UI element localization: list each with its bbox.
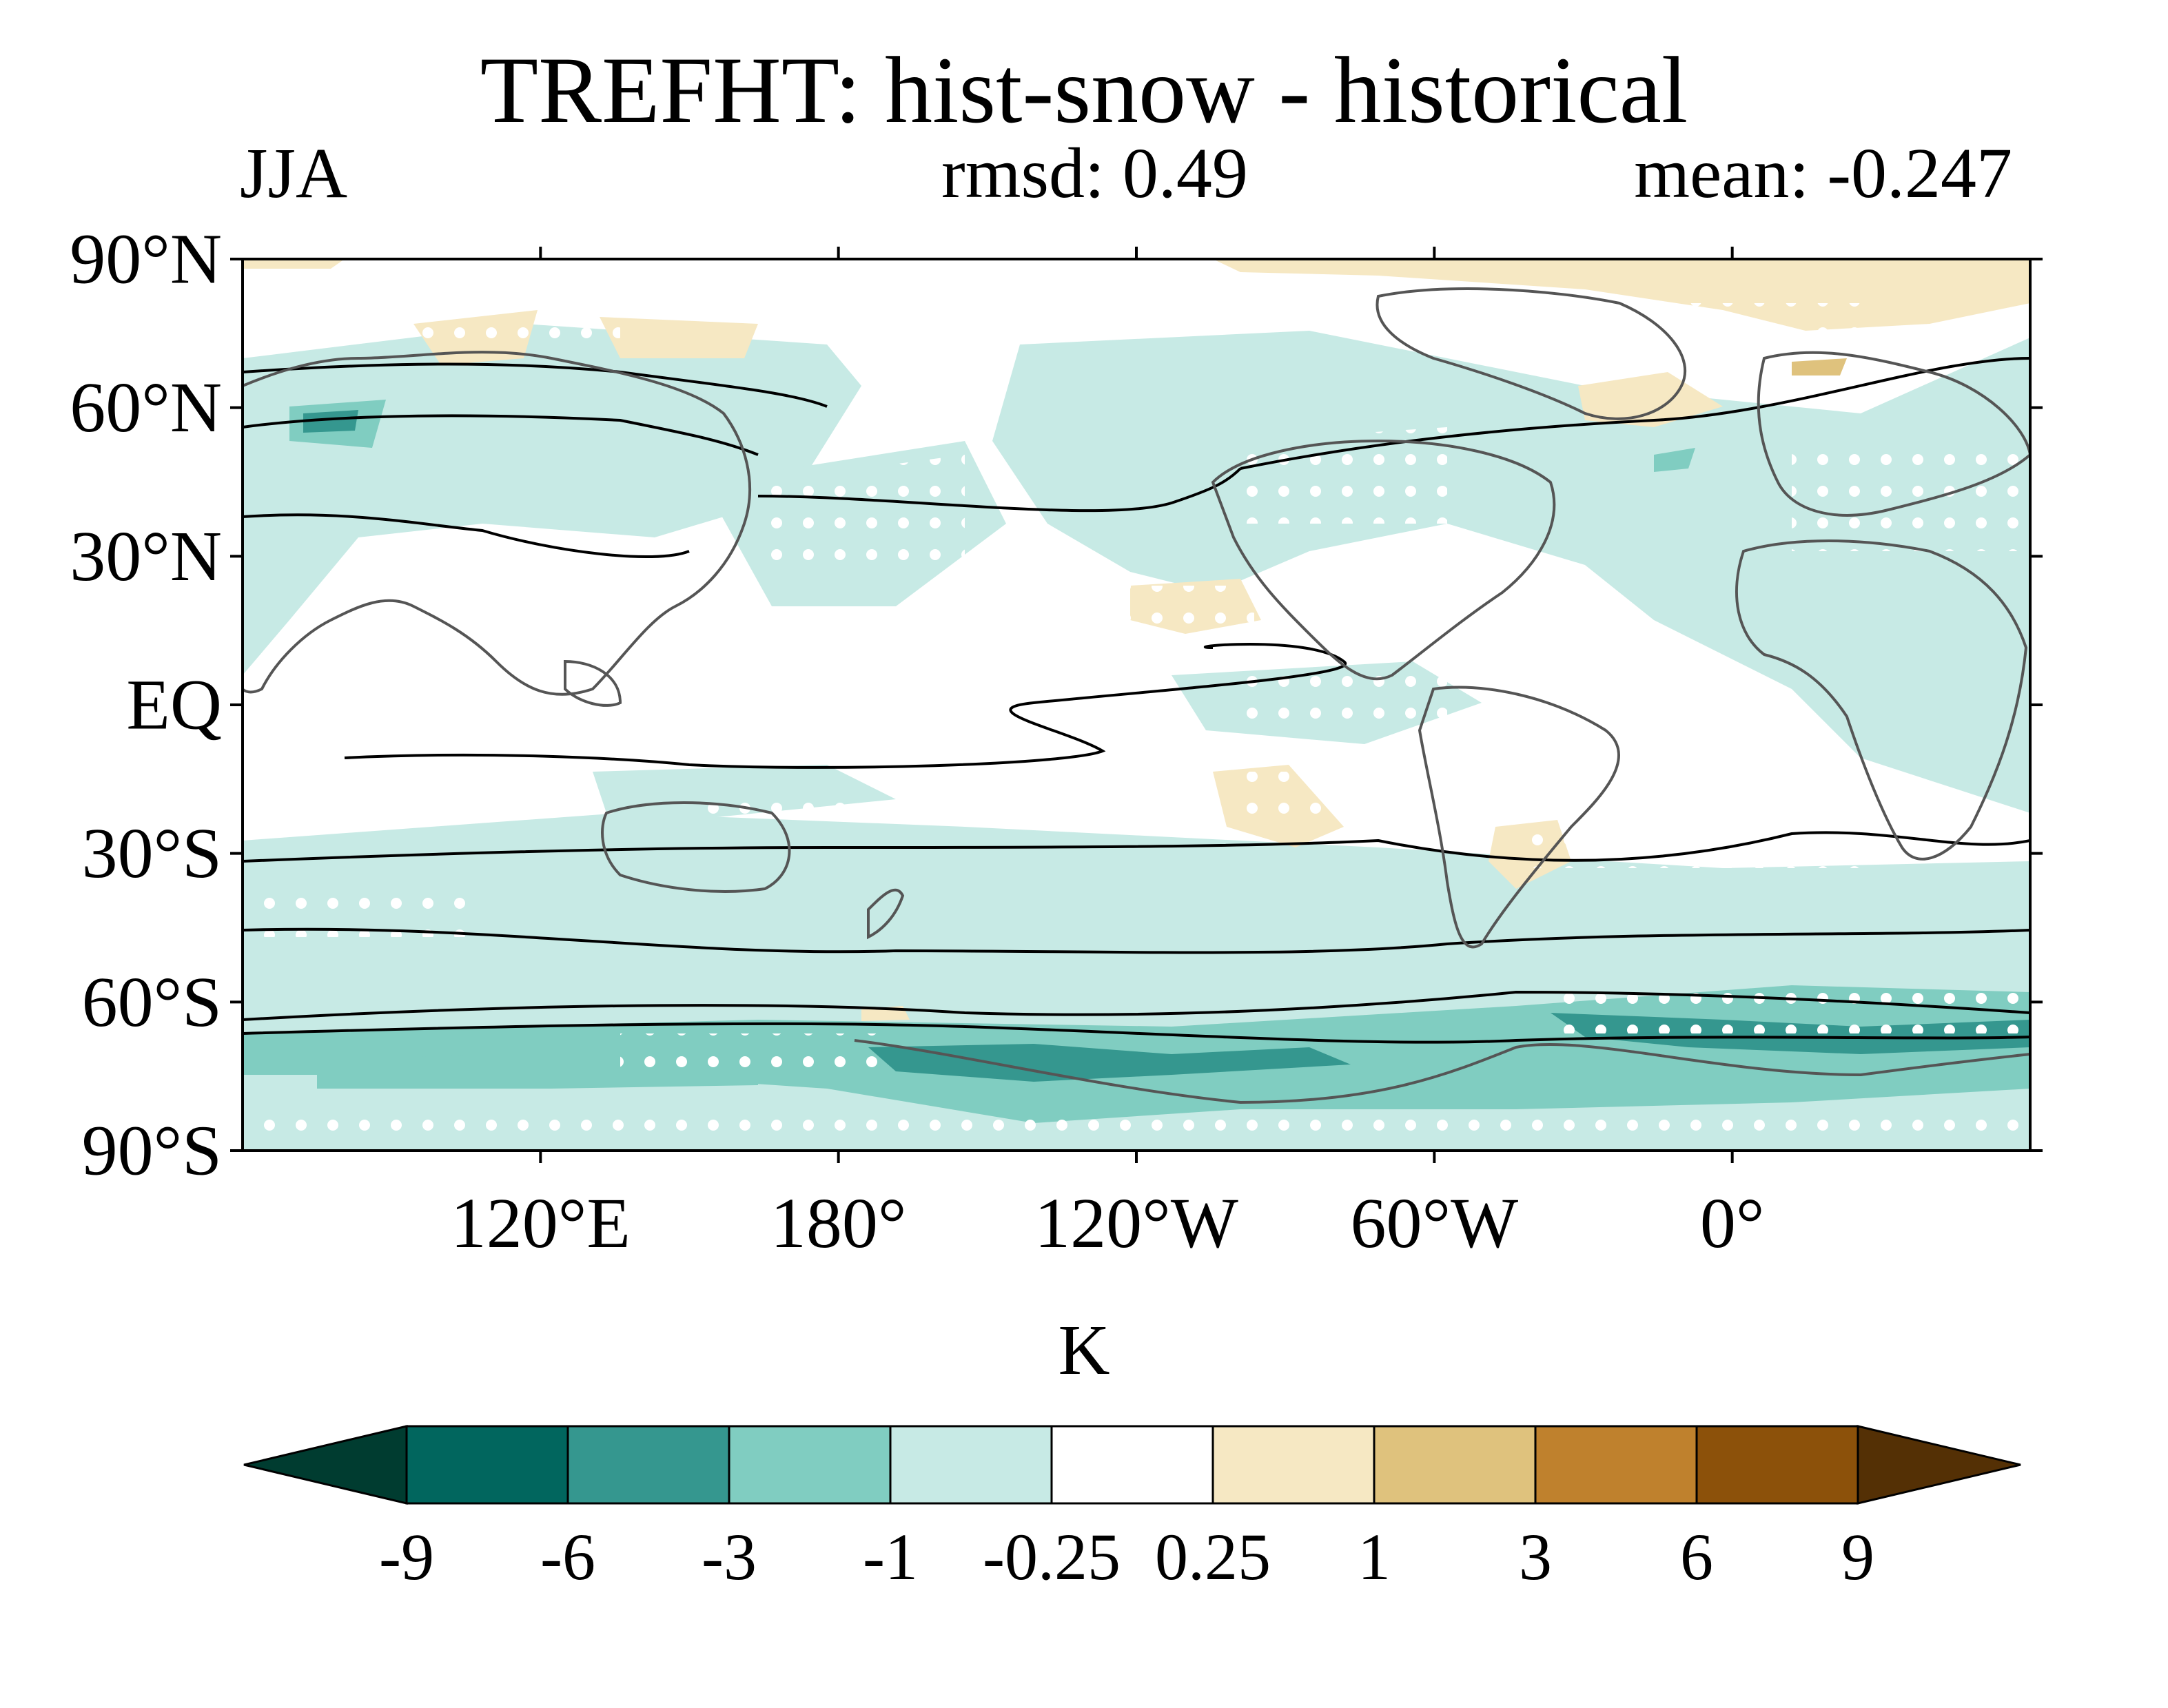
lat-label: 60°S: [82, 963, 222, 1042]
map-title: TREFHT: hist-snow - historical: [480, 37, 1688, 143]
lon-label: 120°E: [451, 1184, 631, 1263]
lat-label: 60°N: [70, 368, 222, 447]
season-label: JJA: [240, 134, 348, 213]
colorbar-segment: [1534, 1425, 1698, 1505]
rmsd-label: rmsd: 0.49: [941, 134, 1248, 213]
lat-label: 30°S: [82, 814, 222, 893]
colorbar-segment: [1373, 1425, 1537, 1505]
map-field: [243, 259, 2030, 1151]
colorbar-tick-label: -1: [863, 1520, 918, 1594]
lat-label: 90°S: [82, 1111, 222, 1191]
units-label: K: [1058, 1310, 1110, 1390]
colorbar-tick-label: -3: [702, 1520, 757, 1594]
axis-ticks: [230, 247, 2043, 1163]
lat-label: 90°N: [70, 220, 222, 299]
colorbar-segment: [1695, 1425, 1859, 1505]
climatology-contours: [243, 357, 2030, 1044]
mean-label: mean: -0.247: [1634, 134, 2012, 213]
latitude-labels: 90°N 60°N 30°N EQ 30°S 60°S 90°S: [70, 220, 222, 1191]
lat-label: EQ: [126, 666, 222, 745]
colorbar-tick-label: 3: [1519, 1520, 1552, 1594]
colorbar-tick-label: 0.25: [1155, 1520, 1271, 1594]
lon-label: 180°: [770, 1184, 907, 1263]
lon-label: 60°W: [1350, 1184, 1518, 1263]
significance-stippling: [243, 289, 2030, 1147]
colorbar-extend-low: [243, 1425, 408, 1505]
colorbar-tick-label: -0.25: [983, 1520, 1121, 1594]
colorbar-extend-high: [1857, 1425, 2021, 1505]
lon-label: 0°: [1700, 1184, 1765, 1263]
colorbar-labels: -9 -6 -3 -1 -0.25 0.25 1 3 6 9: [379, 1520, 1874, 1594]
colorbar-segment: [728, 1425, 892, 1505]
moderate-warming-regions: [1792, 358, 1847, 375]
colorbar: [243, 1425, 2021, 1505]
coastlines: [243, 287, 2030, 1104]
colorbar-tick-label: 1: [1358, 1520, 1391, 1594]
colorbar-segment: [566, 1425, 730, 1505]
colorbar-segment: [1211, 1425, 1376, 1505]
longitude-labels: 120°E 180° 120°W 60°W 0°: [451, 1184, 1765, 1263]
colorbar-tick-label: -9: [379, 1520, 434, 1594]
lon-label: 120°W: [1034, 1184, 1238, 1263]
colorbar-segment: [405, 1425, 569, 1505]
colorbar-tick-label: 6: [1680, 1520, 1713, 1594]
lat-label: 30°N: [70, 517, 222, 596]
colorbar-tick-label: -6: [540, 1520, 595, 1594]
colorbar-segment: [1050, 1425, 1214, 1505]
colorbar-segment: [889, 1425, 1053, 1505]
colorbar-tick-label: 9: [1841, 1520, 1874, 1594]
